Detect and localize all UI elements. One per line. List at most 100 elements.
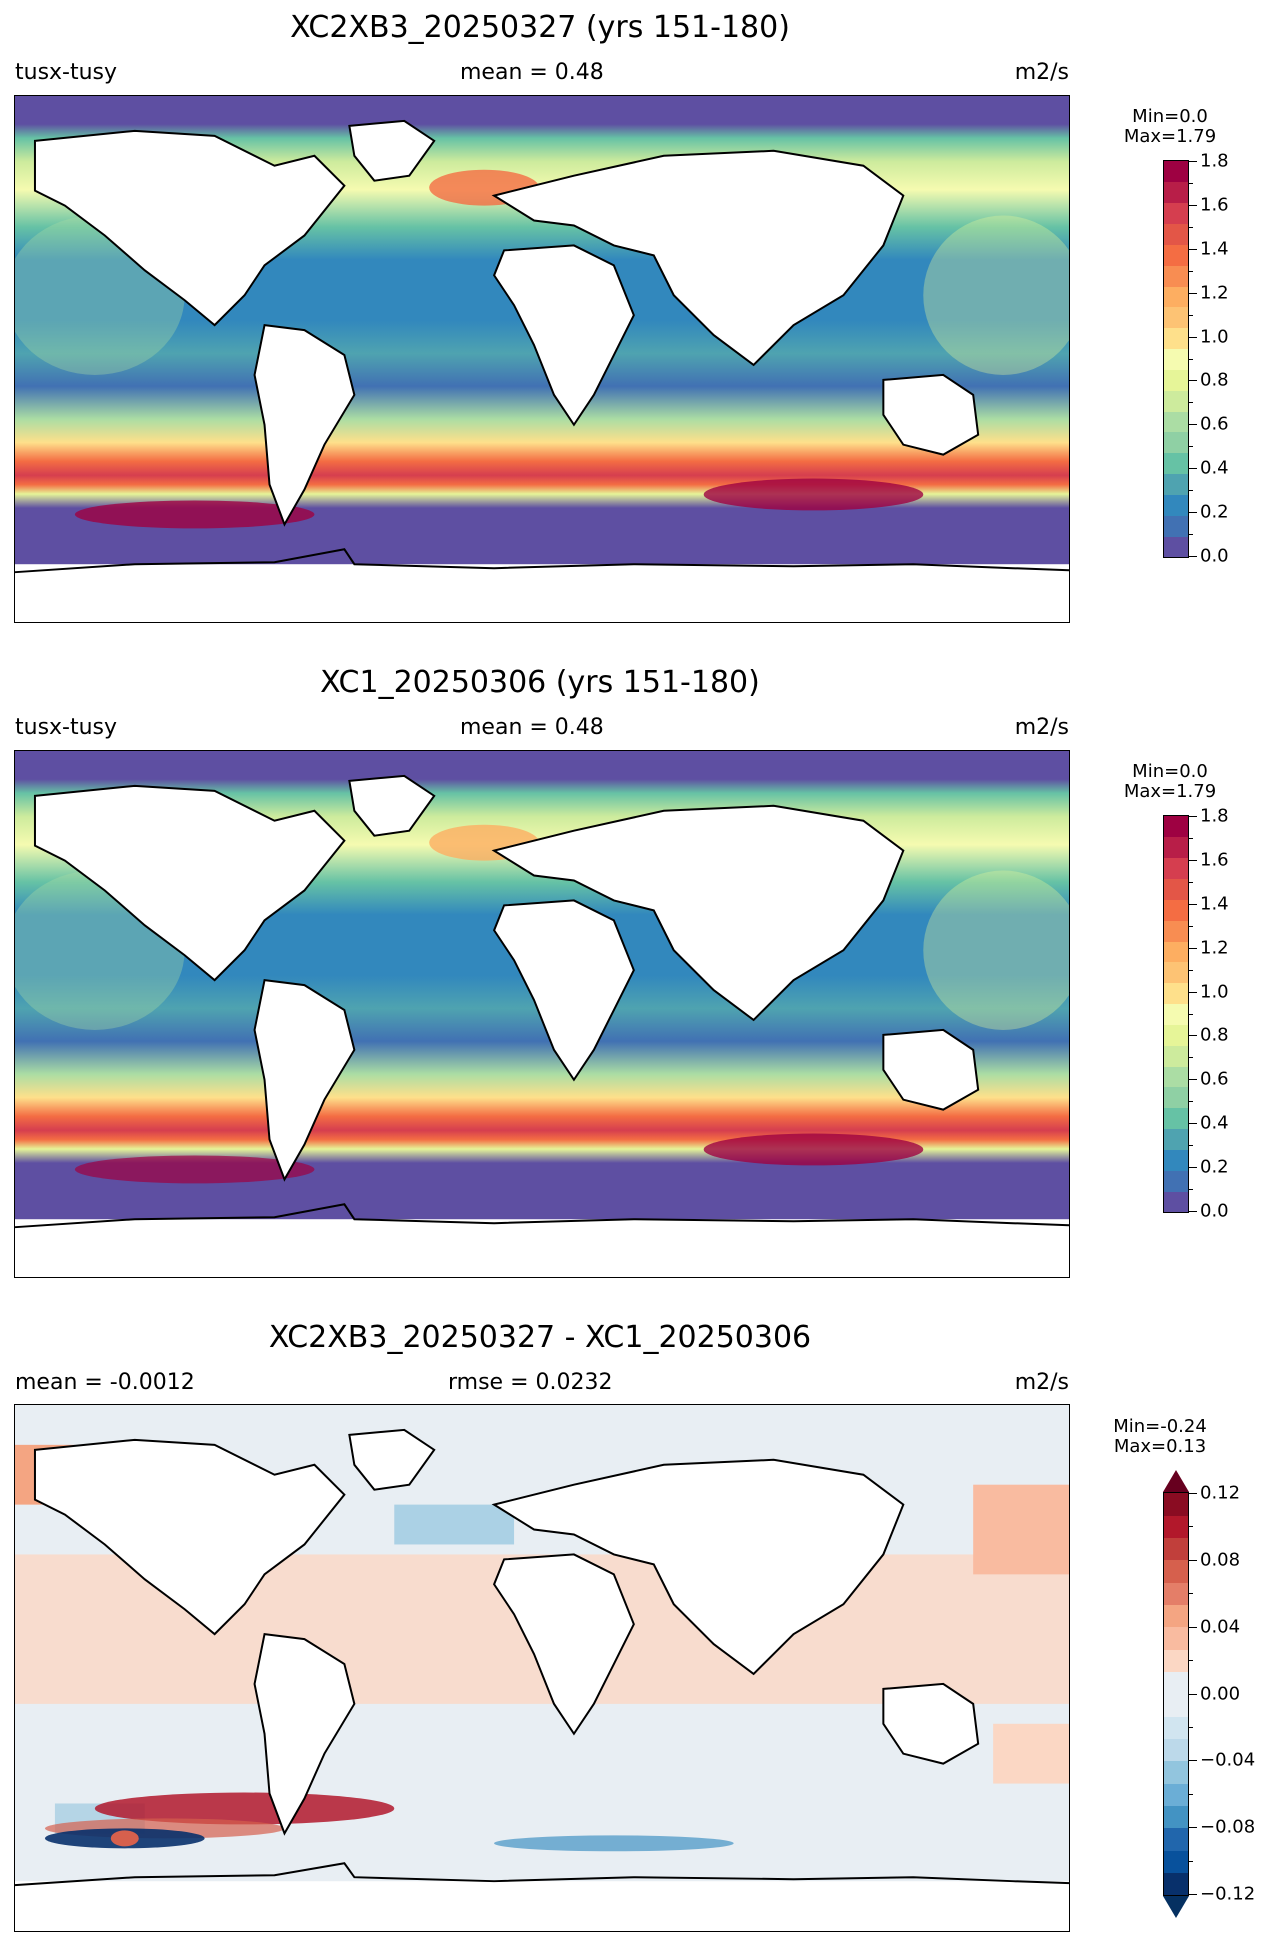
- colorbar-tick-label: −0.12: [1200, 1883, 1256, 1905]
- colorbar-tick: [1189, 859, 1197, 861]
- colorbar-segment: [1164, 1515, 1188, 1539]
- colorbar-tick-label: 0.04: [1200, 1616, 1241, 1638]
- colorbar-tick: [1189, 248, 1197, 250]
- colorbar-tick: [1189, 512, 1197, 514]
- colorbar-segment: [1164, 515, 1188, 537]
- panel2-colorbar-stats: Min=0.0 Max=1.79: [1110, 762, 1230, 802]
- colorbar-segment: [1164, 536, 1188, 558]
- colorbar-minor-tick: [1189, 490, 1193, 492]
- colorbar-tick: [1189, 1079, 1197, 1081]
- panel1-min-text: Min=0.0: [1132, 106, 1208, 127]
- colorbar-segment: [1164, 1493, 1188, 1516]
- colorbar-tick-label: 0.08: [1200, 1549, 1241, 1571]
- panel1-units-label: m2/s: [1014, 60, 1069, 85]
- colorbar-tick: [1189, 292, 1197, 294]
- colorbar-tick: [1189, 903, 1197, 905]
- colorbar-tick: [1189, 1559, 1197, 1561]
- panel1-mean-label: mean = 0.48: [460, 60, 604, 85]
- colorbar-minor-tick: [1189, 969, 1193, 971]
- panel1-colorbar: 0.0 0.2 0.4 0.6 0.8 1.0 1.2 1.4 1.6 1.8: [1163, 151, 1229, 567]
- colorbar-segment: [1164, 1149, 1188, 1171]
- colorbar-segment: [1164, 1805, 1188, 1829]
- colorbar-minor-tick: [1189, 446, 1193, 448]
- colorbar-minor-tick: [1189, 270, 1193, 272]
- colorbar-minor-tick: [1189, 1101, 1193, 1103]
- colorbar-tick: [1189, 161, 1197, 162]
- colorbar-segment: [1164, 390, 1188, 412]
- panel3-max-text: Max=0.13: [1113, 1436, 1207, 1457]
- colorbar-segment: [1164, 181, 1188, 204]
- colorbar-minor-tick: [1189, 402, 1193, 404]
- colorbar-segment: [1164, 286, 1188, 308]
- colorbar-tick-label: 0.6: [1200, 413, 1229, 435]
- panel2-variable-label: tusx-tusy: [15, 715, 118, 740]
- colorbar-segment: [1164, 857, 1188, 879]
- colorbar-tick: [1189, 947, 1197, 949]
- colorbar-segment: [1164, 1003, 1188, 1025]
- colorbar-tick: [1189, 336, 1197, 338]
- colorbar-minor-tick: [1189, 1593, 1193, 1595]
- colorbar-segment: [1164, 202, 1188, 224]
- colorbar-minor-tick: [1189, 1726, 1193, 1728]
- colorbar-tick-label: 1.0: [1200, 326, 1229, 348]
- colorbar-tick-label: 1.2: [1200, 937, 1229, 959]
- colorbar-segment: [1164, 836, 1188, 859]
- colorbar-tick: [1189, 380, 1197, 382]
- colorbar-tick-label: 0.2: [1200, 501, 1229, 523]
- panel2-mean-label: mean = 0.48: [460, 715, 604, 740]
- colorbar-segment: [1164, 265, 1188, 287]
- colorbar-segment: [1164, 1045, 1188, 1067]
- colorbar-tick-label: 1.4: [1200, 893, 1229, 915]
- colorbar-segment: [1164, 452, 1188, 475]
- colorbar-segment: [1164, 1850, 1188, 1874]
- panel3-colorbar: 0.12 0.08 0.04 0.00 −0.04 −0.08 −0.12: [1163, 1483, 1255, 1905]
- colorbar-segment: [1164, 1537, 1188, 1561]
- colorbar-tick: [1189, 1693, 1197, 1695]
- colorbar-tick-label: 1.8: [1200, 805, 1229, 827]
- colorbar-tick: [1189, 816, 1197, 817]
- panel2-map: [14, 750, 1070, 1278]
- colorbar-tick-label: 1.4: [1200, 238, 1229, 260]
- colorbar-segment: [1164, 327, 1188, 350]
- panel2-units-label: m2/s: [1014, 715, 1069, 740]
- colorbar-segment: [1164, 878, 1188, 900]
- colorbar-minor-tick: [1189, 1526, 1193, 1528]
- colorbar-tick-label: 0.2: [1200, 1156, 1229, 1178]
- colorbar-segment: [1164, 223, 1188, 245]
- colorbar-tick-label: 1.8: [1200, 150, 1229, 172]
- colorbar-segment: [1164, 1604, 1188, 1628]
- colorbar-segment: [1164, 1560, 1188, 1583]
- colorbar-segment: [1164, 161, 1188, 183]
- colorbar-minor-tick: [1189, 358, 1193, 360]
- colorbar-tick: [1189, 204, 1197, 206]
- colorbar-tick: [1189, 991, 1197, 993]
- colorbar-minor-tick: [1189, 1189, 1193, 1191]
- colorbar-segment: [1164, 306, 1188, 329]
- colorbar-tick-label: 1.6: [1200, 849, 1229, 871]
- panel3-colorbar-min-arrow: [1163, 1896, 1189, 1918]
- colorbar-minor-tick: [1189, 1145, 1193, 1147]
- colorbar-segment: [1164, 982, 1188, 1005]
- colorbar-tick-label: 1.6: [1200, 194, 1229, 216]
- colorbar-tick-label: 0.0: [1200, 545, 1229, 567]
- colorbar-segment: [1164, 1086, 1188, 1109]
- colorbar-minor-tick: [1189, 1057, 1193, 1059]
- colorbar-minor-tick: [1189, 226, 1193, 228]
- colorbar-segment: [1164, 1761, 1188, 1784]
- colorbar-segment: [1164, 244, 1188, 266]
- panel3-colorbar-max-arrow: [1163, 1470, 1189, 1492]
- colorbar-segment: [1164, 1671, 1188, 1695]
- colorbar-tick-label: 1.2: [1200, 282, 1229, 304]
- colorbar-segment: [1164, 1738, 1188, 1762]
- colorbar-minor-tick: [1189, 534, 1193, 536]
- panel1-map: [14, 95, 1070, 623]
- colorbar-minor-tick: [1189, 182, 1193, 184]
- colorbar-tick-label: 0.4: [1200, 1112, 1229, 1134]
- colorbar-segment: [1164, 941, 1188, 963]
- colorbar-minor-tick: [1189, 1660, 1193, 1662]
- colorbar-segment: [1164, 494, 1188, 516]
- colorbar-tick-label: 0.12: [1200, 1482, 1241, 1504]
- colorbar-tick-label: 0.6: [1200, 1068, 1229, 1090]
- colorbar-tick-label: −0.04: [1200, 1749, 1256, 1771]
- colorbar-segment: [1164, 1582, 1188, 1606]
